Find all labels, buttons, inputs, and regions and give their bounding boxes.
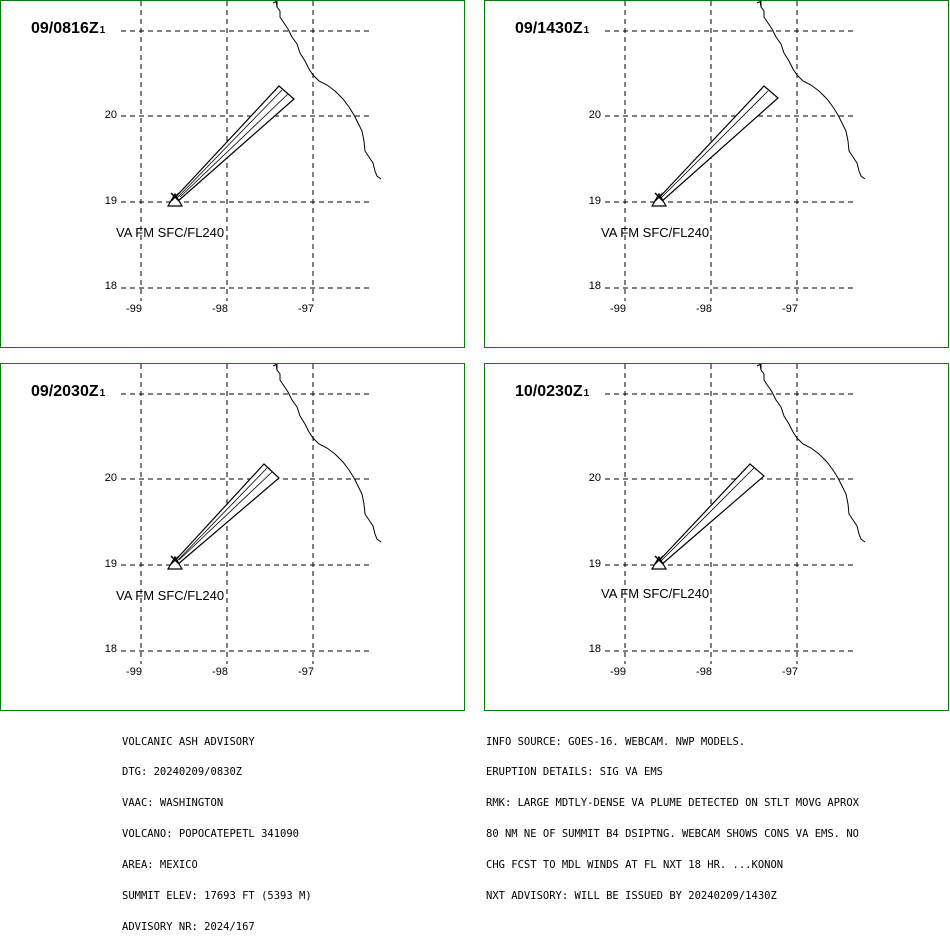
va-level-label: VA FM SFC/FL240 <box>116 588 225 603</box>
volcano-x-mark <box>170 555 180 565</box>
coastline-tick <box>272 1 278 7</box>
next-advisory: NXT ADVISORY: WILL BE ISSUED BY 20240209… <box>486 890 777 903</box>
lon-label-98: -98 <box>212 303 228 315</box>
ash-plume-inner-line-0 <box>660 90 769 199</box>
lat-label-18: 18 <box>104 280 117 292</box>
ash-plume-inner-line-0 <box>176 89 283 199</box>
lat-label-20: 20 <box>104 109 117 121</box>
advisory-dtg: DTG: 20240209/0830Z <box>122 766 243 779</box>
panel-time: 09/1430Z1 <box>515 20 590 37</box>
lat-label-19: 19 <box>104 558 117 570</box>
remarks-line-2: 80 NM NE OF SUMMIT B4 DSIPTNG. WEBCAM SH… <box>486 828 859 841</box>
lat-label-20: 20 <box>104 472 117 484</box>
lon-label-99: -99 <box>610 666 626 678</box>
volcano-x-mark <box>170 192 180 202</box>
lat-label-20: 20 <box>588 109 601 121</box>
remarks-line-3: CHG FCST TO MDL WINDS AT FL NXT 18 HR. .… <box>486 859 784 872</box>
remarks-line-1: RMK: LARGE MDTLY-DENSE VA PLUME DETECTED… <box>486 797 859 810</box>
lon-label-98: -98 <box>696 303 712 315</box>
coastline-tick <box>272 364 278 370</box>
ash-plume-outline <box>169 85 295 203</box>
map-graphic <box>605 364 866 664</box>
lat-label-18: 18 <box>588 280 601 292</box>
ash-plume-inner-line-0 <box>660 467 755 562</box>
advisory-details-right: INFO SOURCE: GOES-16. WEBCAM. NWP MODELS… <box>486 716 859 912</box>
advisory-area: AREA: MEXICO <box>122 859 198 872</box>
lat-label-18: 18 <box>104 643 117 655</box>
lon-label-97: -97 <box>298 303 314 315</box>
advisory-volcano: VOLCANO: POPOCATEPETL 341090 <box>122 828 300 841</box>
lat-label-19: 19 <box>588 558 601 570</box>
advisory-header-left: VOLCANIC ASH ADVISORY DTG: 20240209/0830… <box>122 716 312 943</box>
map-graphic <box>605 1 866 301</box>
advisory-title: VOLCANIC ASH ADVISORY <box>122 735 255 748</box>
advisory-vaac: VAAC: WASHINGTON <box>122 797 224 810</box>
ash-plume-inner-line-1 <box>178 471 273 561</box>
lon-label-97: -97 <box>782 303 798 315</box>
forecast-panel-3: 09/2030Z1 20 19 18 -99 -98 -97 VA FM SFC… <box>0 363 465 711</box>
va-level-label: VA FM SFC/FL240 <box>116 225 225 240</box>
panel-time: 09/2030Z1 <box>31 383 106 400</box>
map-graphic <box>121 1 382 301</box>
va-level-label: VA FM SFC/FL240 <box>601 586 710 601</box>
coastline-tick <box>756 364 762 370</box>
lon-label-98: -98 <box>212 666 228 678</box>
forecast-panel-1: 09/0816Z1 20 19 18 -99 -98 -97 VA FM SFC… <box>0 0 465 348</box>
lon-label-99: -99 <box>126 303 142 315</box>
map-graphic <box>121 364 382 664</box>
forecast-panel-4: 10/0230Z1 20 19 18 -99 -98 -97 VA FM SFC… <box>484 363 949 711</box>
forecast-panel-2: 09/1430Z1 20 19 18 -99 -98 -97 VA FM SFC… <box>484 0 949 348</box>
ash-plume-inner-line-0 <box>176 467 268 562</box>
coastline <box>759 364 866 543</box>
coastline-tick <box>756 1 762 7</box>
volcano-x-mark <box>654 192 664 202</box>
panel-time: 09/0816Z1 <box>31 20 106 37</box>
ash-plume-outline <box>653 85 779 203</box>
lon-label-99: -99 <box>126 666 142 678</box>
lon-label-98: -98 <box>696 666 712 678</box>
eruption-details: ERUPTION DETAILS: SIG VA EMS <box>486 766 664 779</box>
lat-label-19: 19 <box>104 195 117 207</box>
lat-label-20: 20 <box>588 472 601 484</box>
va-level-label: VA FM SFC/FL240 <box>601 225 710 240</box>
advisory-summit-elev: SUMMIT ELEV: 17693 FT (5393 M) <box>122 890 312 903</box>
lon-label-99: -99 <box>610 303 626 315</box>
lon-label-97: -97 <box>782 666 798 678</box>
lon-label-97: -97 <box>298 666 314 678</box>
coastline <box>275 1 382 180</box>
lat-label-18: 18 <box>588 643 601 655</box>
coastline <box>275 364 382 543</box>
coastline <box>759 1 866 180</box>
lat-label-19: 19 <box>588 195 601 207</box>
advisory-number: ADVISORY NR: 2024/167 <box>122 920 255 933</box>
panel-time: 10/0230Z1 <box>515 383 590 400</box>
ash-plume-inner-line-1 <box>179 93 289 198</box>
volcano-x-mark <box>654 555 664 565</box>
info-source: INFO SOURCE: GOES-16. WEBCAM. NWP MODELS… <box>486 735 746 748</box>
